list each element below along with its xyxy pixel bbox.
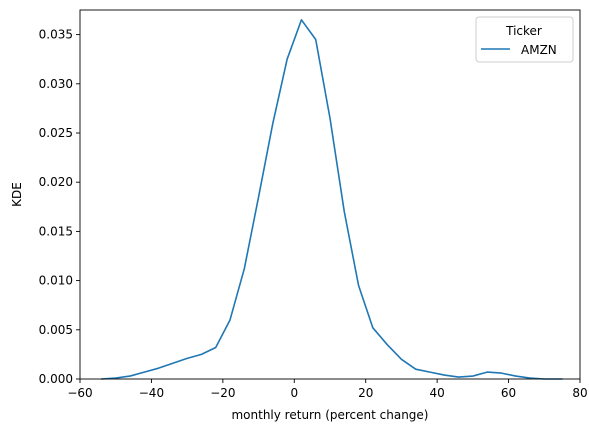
x-axis-ticks: −60 −40 −20 0 20 40 60 80 xyxy=(67,379,588,400)
x-tick-label: 40 xyxy=(430,386,445,400)
x-tick-label: 60 xyxy=(501,386,516,400)
plot-frame xyxy=(79,9,581,380)
y-tick-label: 0.010 xyxy=(39,274,73,288)
plot-area xyxy=(79,9,581,380)
y-tick-label: 0.035 xyxy=(39,28,73,42)
x-tick-label: 20 xyxy=(358,386,373,400)
x-tick-label: 0 xyxy=(290,386,298,400)
legend-label-amzn: AMZN xyxy=(521,43,557,57)
y-tick-label: 0.020 xyxy=(39,175,73,189)
y-axis-label: KDE xyxy=(10,182,24,207)
y-tick-label: 0.025 xyxy=(39,126,73,140)
y-tick-label: 0.005 xyxy=(39,323,73,337)
x-axis-label: monthly return (percent change) xyxy=(231,408,428,422)
y-tick-label: 0.015 xyxy=(39,224,73,238)
legend-title: Ticker xyxy=(505,24,542,38)
legend: Ticker AMZN xyxy=(475,16,574,63)
y-tick-label: 0.030 xyxy=(39,77,73,91)
y-axis-ticks: 0.000 0.005 0.010 0.015 0.020 0.025 0.030 0.035 xyxy=(39,28,80,386)
legend-box xyxy=(475,16,574,63)
y-tick-label: 0.000 xyxy=(39,372,73,386)
x-tick-label: −40 xyxy=(139,386,164,400)
x-tick-label: 80 xyxy=(572,386,587,400)
x-tick-label: −60 xyxy=(67,386,92,400)
series-line-amzn xyxy=(100,19,563,380)
x-tick-label: −20 xyxy=(210,386,235,400)
